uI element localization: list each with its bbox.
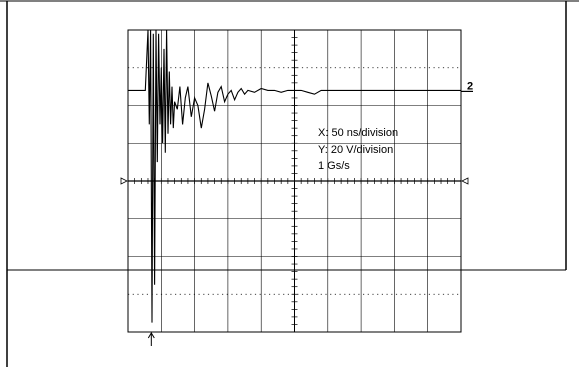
- annotation-sample-rate: 1 Gs/s: [318, 160, 350, 172]
- right-level-marker: [461, 177, 469, 185]
- scope-axis-ticks: [127, 29, 462, 333]
- channel-marker-label: 2: [467, 80, 473, 92]
- annotation-time-scale: X: 50 ns/division: [318, 127, 399, 139]
- left-level-marker: [120, 177, 128, 185]
- waveform-trace: [128, 29, 461, 323]
- edge-markers: [120, 90, 473, 346]
- annotation-voltage-scale: Y: 20 V/division: [318, 144, 394, 156]
- trigger-arrow-head: [147, 332, 155, 339]
